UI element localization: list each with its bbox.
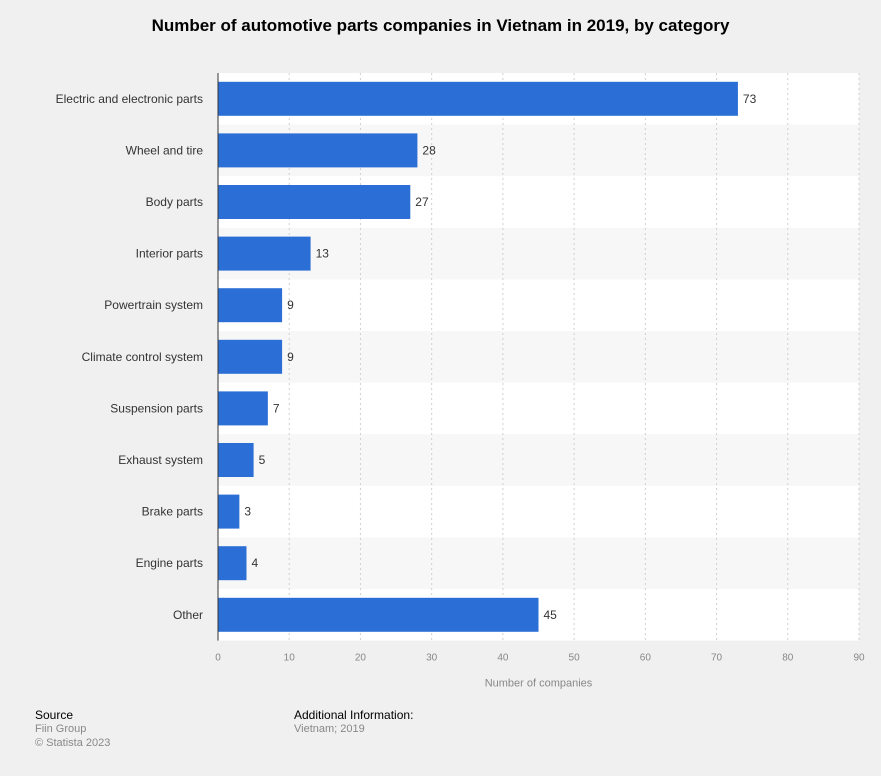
x-tick-label: 0 — [215, 653, 221, 664]
category-label: Other — [173, 608, 203, 622]
additional-info-label: Additional Information: — [294, 708, 414, 722]
value-label: 5 — [259, 453, 266, 467]
category-label: Interior parts — [136, 247, 203, 261]
value-label: 73 — [743, 92, 757, 106]
source-line-1: Fiin Group — [35, 723, 87, 735]
row-band — [218, 227, 859, 280]
additional-info-line-1: Vietnam; 2019 — [294, 723, 365, 735]
category-label: Exhaust system — [118, 453, 203, 467]
x-tick-label: 20 — [355, 653, 367, 664]
x-axis-label: Number of companies — [485, 678, 593, 690]
chart-title: Number of automotive parts companies in … — [151, 16, 730, 35]
bar — [218, 133, 418, 168]
x-tick-label: 60 — [640, 653, 652, 664]
bar — [218, 391, 268, 426]
category-label: Body parts — [146, 195, 203, 209]
category-label: Climate control system — [82, 350, 203, 364]
category-label: Powertrain system — [104, 298, 203, 312]
x-tick-label: 70 — [711, 653, 723, 664]
source-line-2: © Statista 2023 — [35, 737, 111, 749]
value-label: 9 — [287, 298, 294, 312]
value-label: 7 — [273, 401, 280, 415]
value-label: 4 — [251, 556, 258, 570]
source-label: Source — [35, 708, 74, 722]
value-label: 45 — [544, 608, 558, 622]
row-band — [218, 537, 859, 589]
category-label: Electric and electronic parts — [56, 92, 203, 106]
bar — [218, 81, 738, 116]
value-label: 13 — [316, 247, 330, 261]
value-label: 9 — [287, 350, 294, 364]
bar — [218, 443, 254, 477]
x-tick-label: 80 — [782, 653, 794, 664]
bar — [218, 236, 311, 271]
x-tick-label: 10 — [284, 653, 296, 664]
bar — [218, 288, 283, 323]
x-tick-label: 30 — [426, 653, 438, 664]
category-label: Brake parts — [142, 505, 203, 519]
value-label: 3 — [244, 505, 251, 519]
value-label: 28 — [422, 143, 436, 157]
bar — [218, 185, 411, 219]
category-label: Suspension parts — [110, 401, 203, 415]
value-label: 27 — [415, 195, 429, 209]
row-band — [218, 331, 859, 383]
bar — [218, 546, 247, 581]
x-tick-label: 40 — [497, 653, 509, 664]
source-block: Source Fiin Group © Statista 2023 — [35, 708, 110, 750]
x-tick-label: 50 — [569, 653, 581, 664]
row-band — [218, 434, 859, 486]
bar — [218, 339, 283, 374]
additional-info-block: Additional Information: Vietnam; 2019 — [294, 708, 413, 736]
bar — [218, 597, 539, 632]
x-tick-label: 90 — [853, 653, 865, 664]
category-label: Engine parts — [136, 556, 203, 570]
bar — [218, 494, 240, 529]
category-label: Wheel and tire — [126, 143, 204, 157]
